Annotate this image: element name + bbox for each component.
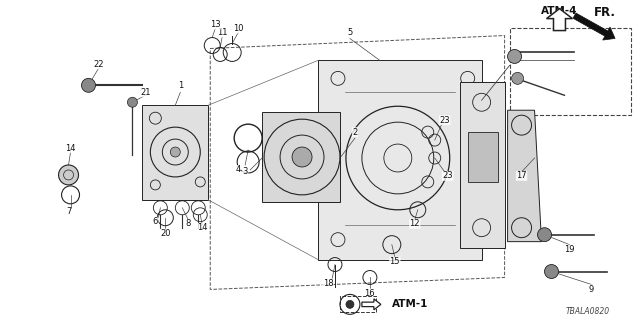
Text: 6: 6 xyxy=(153,217,158,226)
Circle shape xyxy=(538,228,552,242)
Text: 4: 4 xyxy=(236,165,241,174)
Circle shape xyxy=(346,300,354,308)
Text: 1: 1 xyxy=(178,81,183,90)
Text: 13: 13 xyxy=(210,20,221,29)
Circle shape xyxy=(511,72,524,84)
Text: 9: 9 xyxy=(589,285,594,294)
Text: 2: 2 xyxy=(352,128,358,137)
Text: 19: 19 xyxy=(564,245,575,254)
Text: 7: 7 xyxy=(66,207,71,216)
Text: 8: 8 xyxy=(186,219,191,228)
Text: 23: 23 xyxy=(440,116,450,125)
Polygon shape xyxy=(468,132,498,182)
Polygon shape xyxy=(460,82,504,248)
Circle shape xyxy=(81,78,95,92)
Text: 21: 21 xyxy=(140,88,150,97)
FancyArrow shape xyxy=(362,299,381,310)
Text: 18: 18 xyxy=(323,279,333,288)
Polygon shape xyxy=(262,112,340,202)
Text: 15: 15 xyxy=(390,257,400,266)
FancyArrow shape xyxy=(547,9,572,31)
Polygon shape xyxy=(142,105,208,200)
Text: 11: 11 xyxy=(217,28,227,37)
Text: 10: 10 xyxy=(233,24,243,33)
Text: 14: 14 xyxy=(65,144,76,153)
Text: 3: 3 xyxy=(243,167,248,176)
Text: TBALA0820: TBALA0820 xyxy=(565,307,609,316)
Circle shape xyxy=(127,97,138,107)
Circle shape xyxy=(170,147,180,157)
Circle shape xyxy=(292,147,312,167)
Text: 16: 16 xyxy=(365,289,375,298)
Text: 20: 20 xyxy=(160,229,171,238)
Circle shape xyxy=(508,50,522,63)
Text: 17: 17 xyxy=(516,172,527,180)
Circle shape xyxy=(545,265,559,278)
Text: 23: 23 xyxy=(442,172,453,180)
Text: ATM-1: ATM-1 xyxy=(392,300,428,309)
Text: 5: 5 xyxy=(348,28,353,37)
Text: 22: 22 xyxy=(93,60,104,69)
Polygon shape xyxy=(318,60,482,260)
Text: ATM-4: ATM-4 xyxy=(541,6,578,16)
FancyArrow shape xyxy=(573,13,615,40)
Text: FR.: FR. xyxy=(593,6,616,19)
Text: 14: 14 xyxy=(197,223,207,232)
Polygon shape xyxy=(508,110,541,242)
Text: 12: 12 xyxy=(410,219,420,228)
Circle shape xyxy=(59,165,79,185)
